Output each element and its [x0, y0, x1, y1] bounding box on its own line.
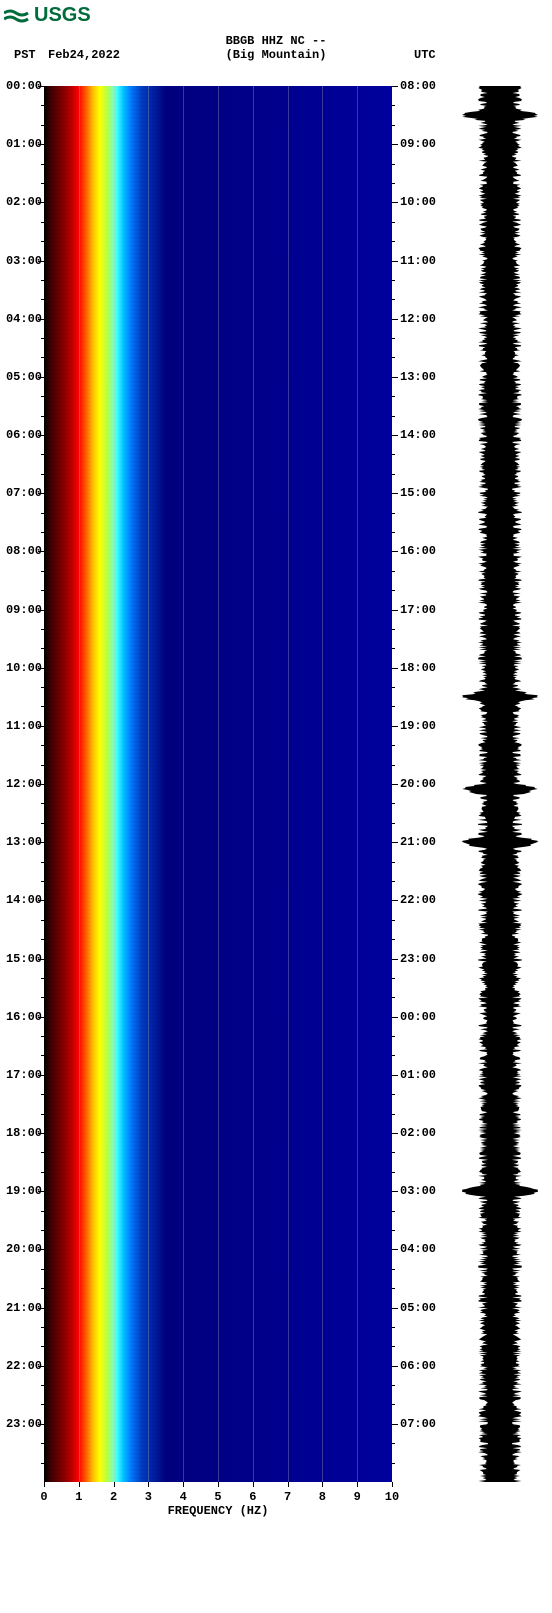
x-tick-label: 3: [145, 1490, 152, 1504]
pst-hour-label: 11:00: [6, 719, 42, 733]
pst-hour-label: 15:00: [6, 952, 42, 966]
utc-hour-label: 23:00: [400, 952, 436, 966]
utc-hour-label: 09:00: [400, 137, 436, 151]
x-tick-label: 8: [319, 1490, 326, 1504]
usgs-logo: USGS: [4, 4, 91, 27]
pst-hour-label: 02:00: [6, 195, 42, 209]
x-tick-label: 0: [40, 1490, 47, 1504]
waveform-trace: [460, 86, 540, 1482]
pst-hour-label: 14:00: [6, 893, 42, 907]
utc-hour-label: 00:00: [400, 1010, 436, 1024]
utc-hour-label: 11:00: [400, 254, 436, 268]
pst-hour-label: 05:00: [6, 370, 42, 384]
pst-hour-label: 07:00: [6, 486, 42, 500]
pst-hour-label: 18:00: [6, 1126, 42, 1140]
utc-hour-label: 15:00: [400, 486, 436, 500]
pst-hour-label: 19:00: [6, 1184, 42, 1198]
x-axis-title: FREQUENCY (HZ): [44, 1504, 392, 1518]
pst-hour-label: 22:00: [6, 1359, 42, 1373]
pst-hour-label: 23:00: [6, 1417, 42, 1431]
utc-hour-label: 07:00: [400, 1417, 436, 1431]
pst-hour-label: 00:00: [6, 79, 42, 93]
utc-hour-label: 20:00: [400, 777, 436, 791]
right-tz-label: UTC: [414, 48, 436, 62]
pst-hour-label: 20:00: [6, 1242, 42, 1256]
pst-hour-label: 04:00: [6, 312, 42, 326]
x-tick-label: 2: [110, 1490, 117, 1504]
spectrogram-plot: [44, 86, 392, 1482]
utc-hour-label: 22:00: [400, 893, 436, 907]
right-y-labels: 08:0009:0010:0011:0012:0013:0014:0015:00…: [394, 86, 444, 1482]
utc-hour-label: 19:00: [400, 719, 436, 733]
utc-hour-label: 05:00: [400, 1301, 436, 1315]
x-tick-label: 1: [75, 1490, 82, 1504]
utc-hour-label: 17:00: [400, 603, 436, 617]
x-tick-label: 7: [284, 1490, 291, 1504]
utc-hour-label: 18:00: [400, 661, 436, 675]
utc-hour-label: 08:00: [400, 79, 436, 93]
pst-hour-label: 12:00: [6, 777, 42, 791]
x-tick-label: 9: [354, 1490, 361, 1504]
utc-hour-label: 01:00: [400, 1068, 436, 1082]
utc-hour-label: 13:00: [400, 370, 436, 384]
pst-hour-label: 16:00: [6, 1010, 42, 1024]
utc-hour-label: 21:00: [400, 835, 436, 849]
utc-hour-label: 16:00: [400, 544, 436, 558]
utc-hour-label: 04:00: [400, 1242, 436, 1256]
x-tick-label: 6: [249, 1490, 256, 1504]
utc-hour-label: 03:00: [400, 1184, 436, 1198]
pst-hour-label: 06:00: [6, 428, 42, 442]
utc-hour-label: 12:00: [400, 312, 436, 326]
date-label: Feb24,2022: [48, 48, 120, 62]
x-tick-label: 4: [180, 1490, 187, 1504]
utc-hour-label: 02:00: [400, 1126, 436, 1140]
left-tz-label: PST: [14, 48, 36, 62]
left-y-labels: 00:0001:0002:0003:0004:0005:0006:0007:00…: [0, 86, 44, 1482]
x-tick-label: 5: [214, 1490, 221, 1504]
utc-hour-label: 06:00: [400, 1359, 436, 1373]
x-tick-label: 10: [385, 1490, 399, 1504]
station-code: BBGB HHZ NC --: [0, 34, 552, 48]
pst-hour-label: 17:00: [6, 1068, 42, 1082]
utc-hour-label: 10:00: [400, 195, 436, 209]
pst-hour-label: 03:00: [6, 254, 42, 268]
pst-hour-label: 08:00: [6, 544, 42, 558]
pst-hour-label: 21:00: [6, 1301, 42, 1315]
pst-hour-label: 09:00: [6, 603, 42, 617]
pst-hour-label: 13:00: [6, 835, 42, 849]
pst-hour-label: 01:00: [6, 137, 42, 151]
utc-hour-label: 14:00: [400, 428, 436, 442]
pst-hour-label: 10:00: [6, 661, 42, 675]
usgs-logo-text: USGS: [34, 4, 91, 27]
